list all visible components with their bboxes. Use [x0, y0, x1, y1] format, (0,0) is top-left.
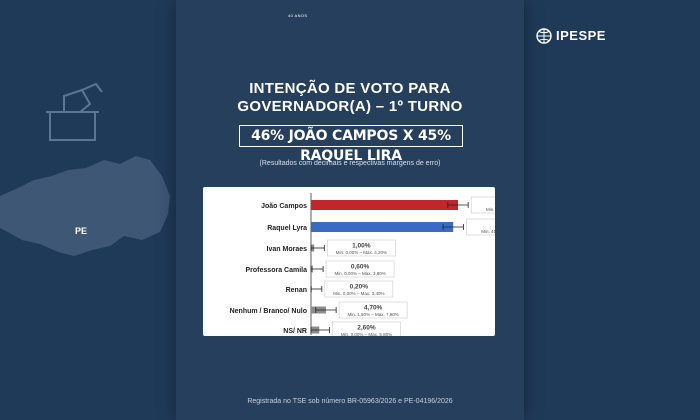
value-label: 1,00%	[352, 243, 371, 250]
range-label: Min. 43,00% – Max. 49,40%	[486, 207, 495, 212]
value-label-box	[338, 301, 408, 319]
bar	[311, 200, 458, 210]
chart-card: João Campos46,20%Min. 43,00% – Max. 49,4…	[203, 187, 495, 336]
registration-footer: Registrada no TSE sob número BR-05963/20…	[247, 398, 453, 405]
title-line-2: GOVERNADOR(A) – 1º TURNO	[237, 98, 463, 115]
brand-name: IPESPE	[556, 28, 606, 43]
value-label-box	[325, 260, 395, 278]
value-label: 4,70%	[364, 305, 383, 312]
value-label-box	[327, 239, 396, 257]
results-note: (Resultados com decimais e respectivas m…	[259, 160, 441, 167]
map-label: PE	[75, 226, 88, 236]
range-label: Min. 0,00% – Max. 5,80%	[341, 332, 392, 336]
category-label: Ivan Moraes	[267, 246, 308, 253]
category-label: Renan	[286, 287, 307, 294]
value-label-box	[470, 196, 495, 214]
category-label: NS/ NR	[283, 328, 307, 335]
brand-tagline: 40 ANOS	[288, 13, 308, 18]
value-label: 2,60%	[357, 325, 376, 332]
range-label: Min. 0,00% – Max. 3,80%	[334, 271, 385, 276]
value-label: 0,20%	[350, 284, 369, 291]
range-label: Min. 41,50% – Max. 47,90%	[481, 229, 495, 234]
category-label: Raquel Lyra	[267, 225, 307, 232]
title-line-1: INTENÇÃO DE VOTO PARA	[249, 80, 451, 97]
bar	[311, 222, 454, 232]
range-label: Min. 1,50% – Max. 7,90%	[347, 312, 398, 317]
brand-logo: IPESPE 40 ANOS	[268, 13, 605, 44]
category-label: Professora Camila	[246, 267, 308, 274]
globe-icon	[536, 28, 552, 44]
category-label: Nenhum / Branco/ Nulo	[230, 308, 307, 315]
headline-box: 46% JOÃO CAMPOS X 45% RAQUEL LIRA	[239, 125, 463, 164]
value-label-box	[324, 280, 394, 298]
value-label: 0,60%	[351, 264, 370, 271]
pe-map-shape	[0, 156, 170, 256]
value-label-box	[332, 321, 401, 336]
value-label-box	[466, 218, 495, 236]
ballot-box-icon	[46, 82, 103, 141]
page-title: INTENÇÃO DE VOTO PARA GOVERNADOR(A) – 1º…	[176, 80, 524, 116]
range-label: Min. 0,00% – Max. 3,40%	[333, 291, 384, 296]
range-label: Min. 0,00% – Max. 4,20%	[336, 250, 387, 255]
category-label: João Campos	[261, 203, 307, 210]
vote-chart: João Campos46,20%Min. 43,00% – Max. 49,4…	[230, 193, 495, 336]
